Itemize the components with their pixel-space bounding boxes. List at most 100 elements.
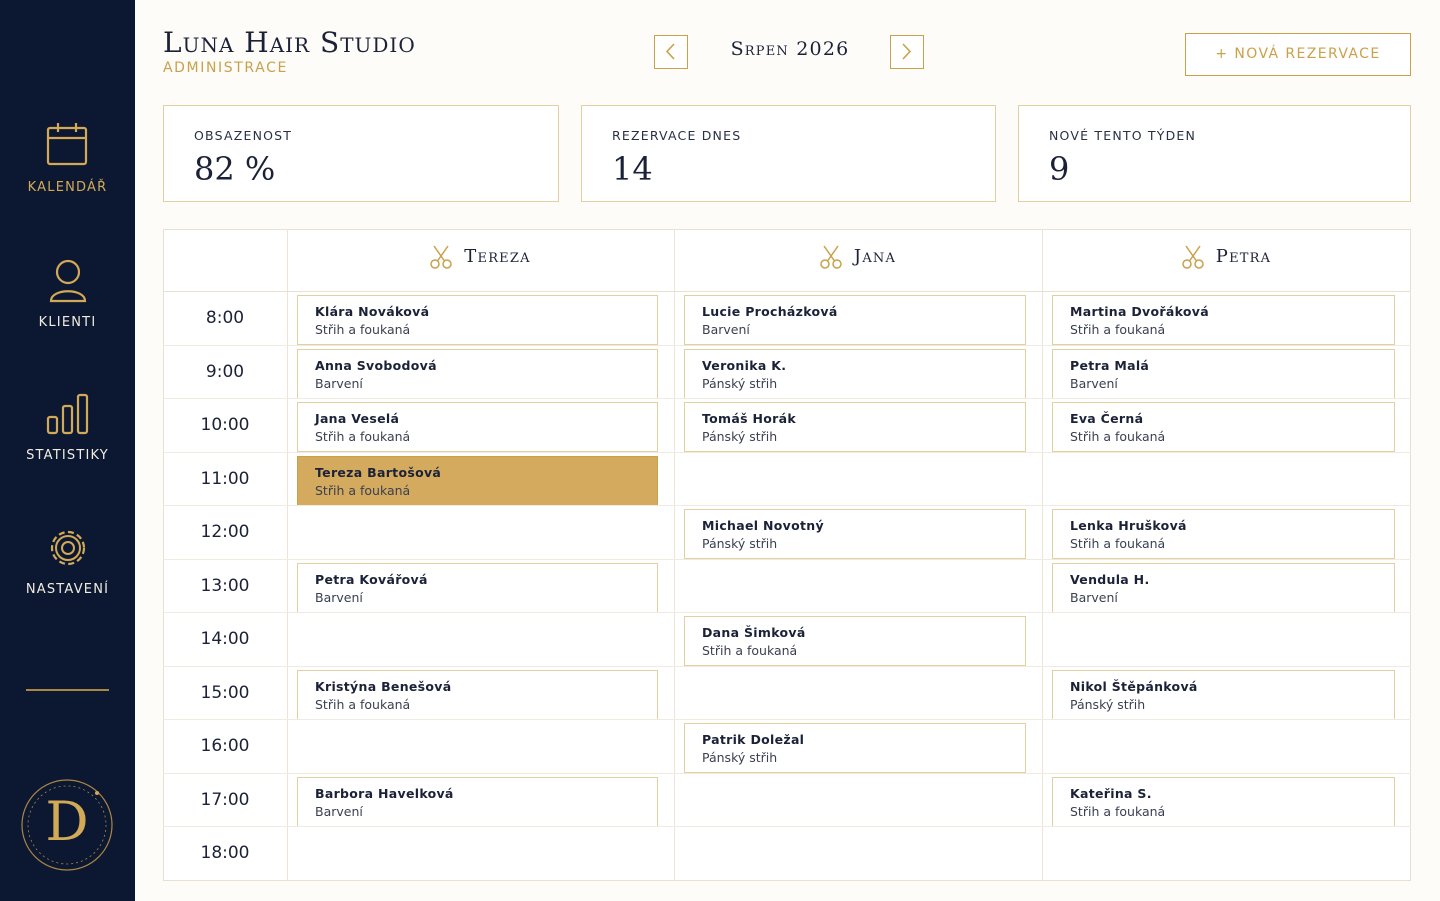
- booking[interactable]: Tereza Bartošová Střih a foukaná: [297, 455, 658, 506]
- booking[interactable]: Kristýna Benešová Střih a foukaná: [297, 669, 658, 720]
- client-name: Tomáš Horák: [702, 411, 796, 426]
- stylist-name: Petra: [1215, 246, 1272, 267]
- stat-label: NOVÉ TENTO TÝDEN: [1049, 128, 1197, 143]
- nav-settings[interactable]: NASTAVENÍ: [25, 582, 110, 597]
- time-label: 12:00: [200, 522, 250, 542]
- service-name: Střih a foukaná: [1070, 322, 1166, 337]
- booking[interactable]: Anna Svobodová Barvení: [297, 348, 658, 399]
- chevron-right: [902, 43, 912, 60]
- stat-label: REZERVACE DNES: [612, 128, 742, 143]
- booking[interactable]: Martina Dvořáková Střih a foukaná: [1052, 295, 1395, 345]
- booking[interactable]: Dana Šimková Střih a foukaná: [684, 616, 1026, 666]
- service-name: Pánský střih: [702, 750, 778, 765]
- service-name: Barvení: [315, 803, 363, 819]
- stat-value: 82 %: [194, 150, 276, 188]
- next-month[interactable]: [890, 35, 924, 69]
- studio-title: Luna Hair Studio: [163, 26, 416, 59]
- booking[interactable]: Tomáš Horák Pánský střih: [684, 402, 1026, 452]
- client-name: Petra Kovářová: [315, 571, 428, 587]
- client-name: Michael Novotný: [702, 518, 824, 533]
- service-name: Střih a foukaná: [1070, 536, 1166, 551]
- service-name: Barvení: [315, 589, 363, 605]
- time-label: 11:00: [200, 468, 250, 489]
- studio-subtitle: ADMINISTRACE: [163, 60, 288, 76]
- scissors-icon: [820, 245, 842, 269]
- booking[interactable]: Jana Veselá Střih a foukaná: [297, 402, 658, 452]
- column-divider: [674, 229, 675, 881]
- logo: D: [45, 790, 89, 853]
- booking[interactable]: Nikol Štěpánková Pánský střih: [1052, 669, 1395, 720]
- row-divider: [163, 612, 1411, 613]
- booking[interactable]: Lenka Hrušková Střih a foukaná: [1052, 509, 1395, 559]
- client-name: Tereza Bartošová: [315, 464, 442, 480]
- service-name: Pánský střih: [702, 536, 778, 551]
- time-label: 16:00: [200, 736, 250, 756]
- client-name: Anna Svobodová: [315, 357, 437, 373]
- service-name: Střih a foukaná: [1070, 429, 1166, 444]
- service-name: Střih a foukaná: [702, 643, 798, 658]
- service-name: Střih a foukaná: [1070, 803, 1166, 819]
- sidebar: KALENDÁŘ KLIENTI STATISTIKY NASTAVENÍ D: [0, 0, 135, 901]
- stat-label: OBSAZENOST: [194, 128, 293, 143]
- stat-card: NOVÉ TENTO TÝDEN 9: [1018, 105, 1411, 202]
- stat-value: 14: [612, 150, 653, 188]
- client-name: Lucie Procházková: [702, 304, 838, 319]
- time-label: 8:00: [205, 308, 245, 328]
- booking[interactable]: Petra Malá Barvení: [1052, 348, 1395, 399]
- chevron-left: [665, 43, 675, 60]
- row-divider: [163, 398, 1411, 399]
- service-name: Pánský střih: [1070, 696, 1146, 712]
- row-divider: [163, 505, 1411, 506]
- client-name: Lenka Hrušková: [1070, 518, 1187, 533]
- client-name: Dana Šimková: [702, 625, 806, 640]
- column-divider: [287, 229, 288, 881]
- time-label: 9:00: [205, 361, 245, 382]
- booking[interactable]: Vendula H. Barvení: [1052, 562, 1395, 613]
- booking[interactable]: Michael Novotný Pánský střih: [684, 509, 1026, 559]
- month-label: Srpen 2026: [730, 38, 850, 60]
- nav-calendar[interactable]: KALENDÁŘ: [27, 180, 108, 195]
- nav-clients[interactable]: KLIENTI: [38, 315, 97, 330]
- settings-icon: [50, 530, 86, 566]
- logo-ring: [21, 779, 113, 871]
- row-divider: [163, 665, 1411, 667]
- new-reservation-button[interactable]: + NOVÁ REZERVACE: [1185, 33, 1411, 76]
- row-divider: [163, 826, 1411, 827]
- stats-icon: [46, 393, 89, 435]
- clients-icon: [49, 259, 87, 303]
- nav-stats[interactable]: STATISTIKY: [26, 448, 109, 463]
- booking[interactable]: Klára Nováková Střih a foukaná: [297, 295, 658, 345]
- client-name: Klára Nováková: [315, 304, 430, 319]
- client-name: Veronika K.: [702, 357, 787, 373]
- stylist-name: Jana: [853, 246, 897, 267]
- client-name: Petra Malá: [1070, 357, 1150, 373]
- prev-month[interactable]: [654, 35, 688, 69]
- client-name: Barbora Havelková: [315, 785, 454, 801]
- client-name: Vendula H.: [1070, 571, 1150, 587]
- booking[interactable]: Lucie Procházková Barvení: [684, 295, 1026, 345]
- client-name: Nikol Štěpánková: [1070, 678, 1198, 694]
- service-name: Střih a foukaná: [315, 482, 411, 498]
- client-name: Kristýna Benešová: [315, 678, 452, 694]
- row-divider: [163, 451, 1411, 453]
- stylist-name: Tereza: [464, 246, 531, 267]
- service-name: Barvení: [702, 322, 750, 337]
- row-divider: [163, 558, 1411, 560]
- booking[interactable]: Petra Kovářová Barvení: [297, 562, 658, 613]
- stylist-header: Petra: [1042, 245, 1411, 279]
- service-name: Střih a foukaná: [315, 322, 411, 337]
- scissors-icon: [430, 245, 453, 269]
- service-name: Pánský střih: [702, 375, 778, 391]
- stat-card: OBSAZENOST 82 %: [163, 105, 559, 202]
- service-name: Barvení: [1070, 589, 1118, 605]
- booking[interactable]: Patrik Doležal Pánský střih: [684, 723, 1026, 773]
- booking[interactable]: Kateřina S. Střih a foukaná: [1052, 776, 1395, 827]
- client-name: Patrik Doležal: [702, 732, 805, 747]
- booking[interactable]: Eva Černá Střih a foukaná: [1052, 402, 1395, 452]
- booking[interactable]: Barbora Havelková Barvení: [297, 776, 658, 827]
- row-divider: [163, 719, 1411, 720]
- stat-value: 9: [1049, 150, 1070, 188]
- booking[interactable]: Veronika K. Pánský střih: [684, 348, 1026, 399]
